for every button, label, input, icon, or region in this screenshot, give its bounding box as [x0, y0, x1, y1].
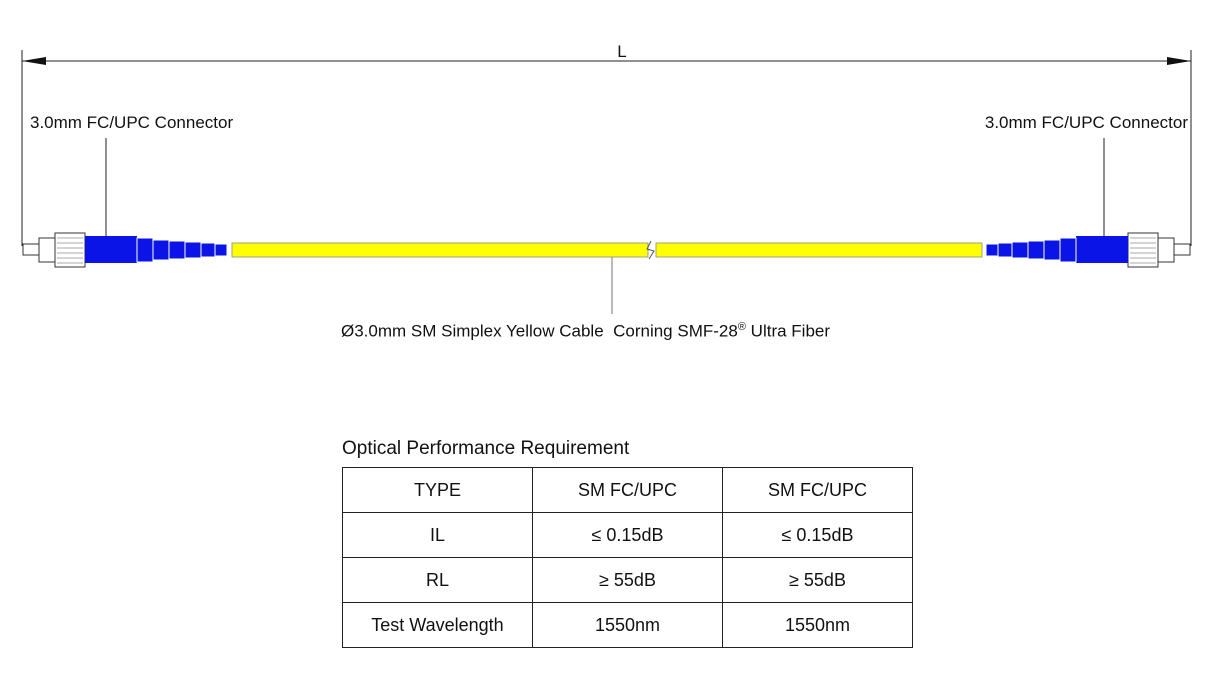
- cell: SM FC/UPC: [722, 467, 913, 513]
- cable-label-text: Ø3.0mm SM Simplex Yellow Cable Corning S…: [341, 321, 738, 341]
- table-row: Test Wavelength 1550nm 1550nm: [342, 602, 913, 648]
- performance-table: TYPE SM FC/UPC SM FC/UPC IL ≤ 0.15dB ≤ 0.15d…: [342, 467, 913, 648]
- arrow-right-icon: [1167, 57, 1191, 65]
- yellow-cable: [231, 240, 983, 260]
- cell: ≤ 0.15dB: [532, 512, 723, 558]
- cell: IL: [342, 512, 533, 558]
- left-connector-label: 3.0mm FC/UPC Connector: [30, 113, 234, 132]
- cell: Test Wavelength: [342, 602, 533, 648]
- cell: ≥ 55dB: [532, 557, 723, 603]
- right-connector-label: 3.0mm FC/UPC Connector: [984, 113, 1188, 132]
- cell: TYPE: [342, 467, 533, 513]
- cell: 1550nm: [532, 602, 723, 648]
- cable-label-suffix: Ultra Fiber: [745, 321, 831, 341]
- cell: SM FC/UPC: [532, 467, 723, 513]
- table-title: Optical Performance Requirement: [342, 438, 630, 459]
- trademark: ®: [737, 321, 746, 333]
- dimension-line: [21, 50, 1192, 314]
- right-connector: [985, 232, 1191, 268]
- cell: 1550nm: [722, 602, 913, 648]
- cell: ≥ 55dB: [722, 557, 913, 603]
- cable-label: Ø3.0mm SM Simplex Yellow Cable Corning S…: [341, 321, 830, 342]
- length-label: L: [617, 42, 627, 61]
- cell: RL: [342, 557, 533, 603]
- table-row: TYPE SM FC/UPC SM FC/UPC: [342, 467, 913, 513]
- cell: ≤ 0.15dB: [722, 512, 913, 558]
- table-row: IL ≤ 0.15dB ≤ 0.15dB: [342, 512, 913, 558]
- left-connector: [22, 232, 228, 268]
- arrow-left-icon: [22, 57, 46, 65]
- table-row: RL ≥ 55dB ≥ 55dB: [342, 557, 913, 603]
